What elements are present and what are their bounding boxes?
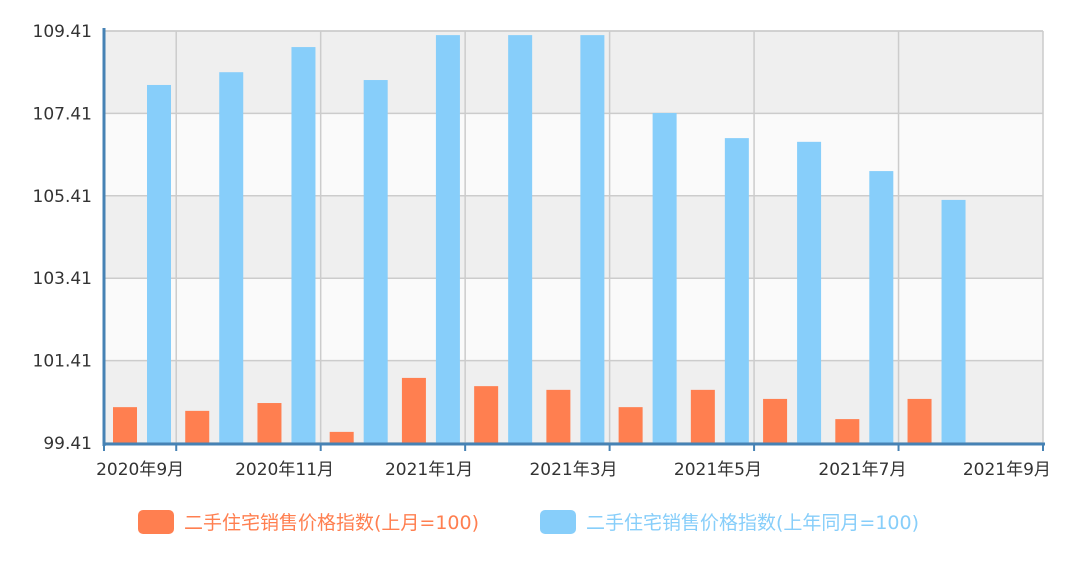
bar-yoy [941, 199, 966, 443]
bar-mom [474, 386, 499, 443]
grid-band [104, 360, 1043, 443]
bar-mom [329, 431, 354, 443]
x-tick-label: 2021年5月 [674, 460, 762, 480]
x-tick-label: 2021年7月 [818, 460, 906, 480]
bar-mom [690, 389, 715, 443]
y-tick-label: 107.41 [33, 104, 92, 124]
bar-mom [835, 419, 860, 443]
bar-mom [257, 403, 282, 443]
y-tick-label: 101.41 [33, 352, 92, 372]
bar-yoy [291, 47, 316, 444]
legend-swatch-yoy [540, 510, 576, 534]
bar-yoy [219, 72, 244, 443]
legend-label-yoy: 二手住宅销售价格指数(上年同月=100) [586, 512, 919, 534]
x-tick-label: 2021年3月 [529, 460, 617, 480]
y-tick-label: 109.41 [33, 22, 92, 42]
bar-mom [618, 407, 643, 443]
grid-band [104, 113, 1043, 196]
bar-mom [907, 398, 932, 443]
bar-yoy [147, 84, 171, 444]
bar-yoy [652, 112, 677, 443]
bar-yoy [797, 141, 822, 443]
y-tick-label: 103.41 [33, 269, 92, 289]
y-tick-label: 99.41 [43, 434, 92, 454]
bar-mom [113, 407, 137, 443]
x-tick-label: 2021年1月 [385, 460, 473, 480]
x-tick-label: 2020年11月 [235, 460, 334, 480]
x-tick-label: 2020年9月 [96, 460, 184, 480]
grid-band [104, 195, 1043, 279]
bar-yoy [363, 80, 388, 443]
x-tick-label: 2021年9月 [963, 460, 1051, 480]
bar-mom [185, 410, 210, 443]
bar-yoy [869, 171, 894, 443]
bar-yoy [724, 138, 749, 443]
legend-swatch-mom [138, 510, 174, 534]
bar-yoy [435, 35, 460, 444]
bar-yoy [580, 35, 605, 444]
y-tick-label: 105.41 [33, 187, 92, 207]
bar-mom [401, 377, 426, 443]
bar-mom [546, 389, 571, 443]
grid-band [104, 31, 1043, 114]
bar-yoy [508, 35, 533, 444]
bar-mom [763, 398, 788, 443]
grid-band [104, 278, 1043, 361]
legend-label-mom: 二手住宅销售价格指数(上月=100) [184, 512, 479, 534]
